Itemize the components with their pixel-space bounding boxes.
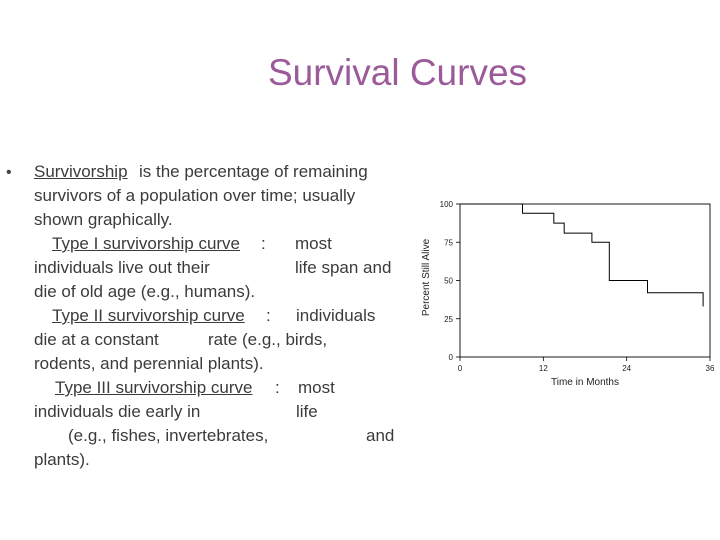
- x-tick-label: 0: [458, 364, 463, 373]
- slide-title: Survival Curves: [267, 52, 528, 93]
- text-line: Type III survivorship curve: most: [34, 376, 404, 400]
- text-segment: plants).: [34, 450, 90, 469]
- text-line: rodents, and perennial plants).: [34, 352, 404, 376]
- text-segment: life: [296, 402, 318, 421]
- y-tick-label: 75: [444, 238, 453, 247]
- text-line: die of old age (e.g., humans).: [34, 280, 404, 304]
- text-line: Type I survivorship curve: most: [34, 232, 404, 256]
- text-line: shown graphically.: [34, 208, 404, 232]
- text-segment: rodents, and perennial plants).: [34, 354, 264, 373]
- bullet-dot: •: [6, 164, 12, 181]
- text-segment: most: [298, 378, 335, 397]
- y-tick-label: 50: [444, 277, 453, 286]
- term-underlined: Type I survivorship curve: [52, 234, 241, 253]
- text-line: (e.g., fishes, invertebrates, and: [34, 424, 404, 448]
- text-line: plants).: [34, 448, 404, 472]
- text-segment: shown graphically.: [34, 210, 173, 229]
- x-tick-label: 24: [622, 364, 631, 373]
- text-segment: :: [275, 378, 280, 397]
- term-underlined: Type III survivorship curve: [55, 378, 253, 397]
- text-line: individuals die early in life: [34, 400, 404, 424]
- text-segment: rate (e.g., birds,: [208, 330, 328, 349]
- text-segment: :: [266, 306, 271, 325]
- text-segment: individuals: [296, 306, 376, 325]
- text-segment: most: [295, 234, 332, 253]
- text-line: individuals live out their life span and: [34, 256, 404, 280]
- text-segment: life span and: [295, 258, 392, 277]
- survival-chart: 0 25 50 75 100 0 12 24 36 Time in Months Percent S…: [421, 200, 715, 388]
- plot-frame: [459, 203, 711, 358]
- x-axis-label: Time in Months: [551, 377, 619, 388]
- text-segment: die at a constant: [34, 330, 159, 349]
- text-segment: individuals die early in: [34, 402, 201, 421]
- text-segment: and: [366, 426, 395, 445]
- x-tick-label: 36: [706, 364, 715, 373]
- text-line: survivors of a population over time; usu…: [34, 184, 404, 208]
- text-segment: survivors of a population over time; usu…: [34, 186, 356, 205]
- y-tick-label: 0: [449, 353, 454, 362]
- text-segment: individuals live out their: [34, 258, 210, 277]
- y-tick-label: 100: [440, 200, 454, 209]
- x-tick-label: 12: [539, 364, 548, 373]
- y-tick-label: 25: [444, 315, 453, 324]
- text-segment: :: [261, 234, 266, 253]
- text-segment: (e.g., fishes, invertebrates,: [68, 426, 269, 445]
- text-line: Type II survivorship curve: individuals: [34, 304, 404, 328]
- text-line: Survivorship is the percentage of remain…: [34, 160, 404, 184]
- body-paragraph: Survivorship is the percentage of remain…: [34, 160, 404, 472]
- term-underlined: Type II survivorship curve: [52, 306, 245, 325]
- term-underlined: Survivorship: [34, 162, 128, 181]
- text-segment: is the percentage of remaining: [139, 162, 368, 181]
- text-segment: die of old age (e.g., humans).: [34, 282, 256, 301]
- survival-step-line: [460, 203, 704, 307]
- y-axis-label: Percent Still Alive: [421, 238, 432, 316]
- text-line: die at a constant rate (e.g., birds,: [34, 328, 404, 352]
